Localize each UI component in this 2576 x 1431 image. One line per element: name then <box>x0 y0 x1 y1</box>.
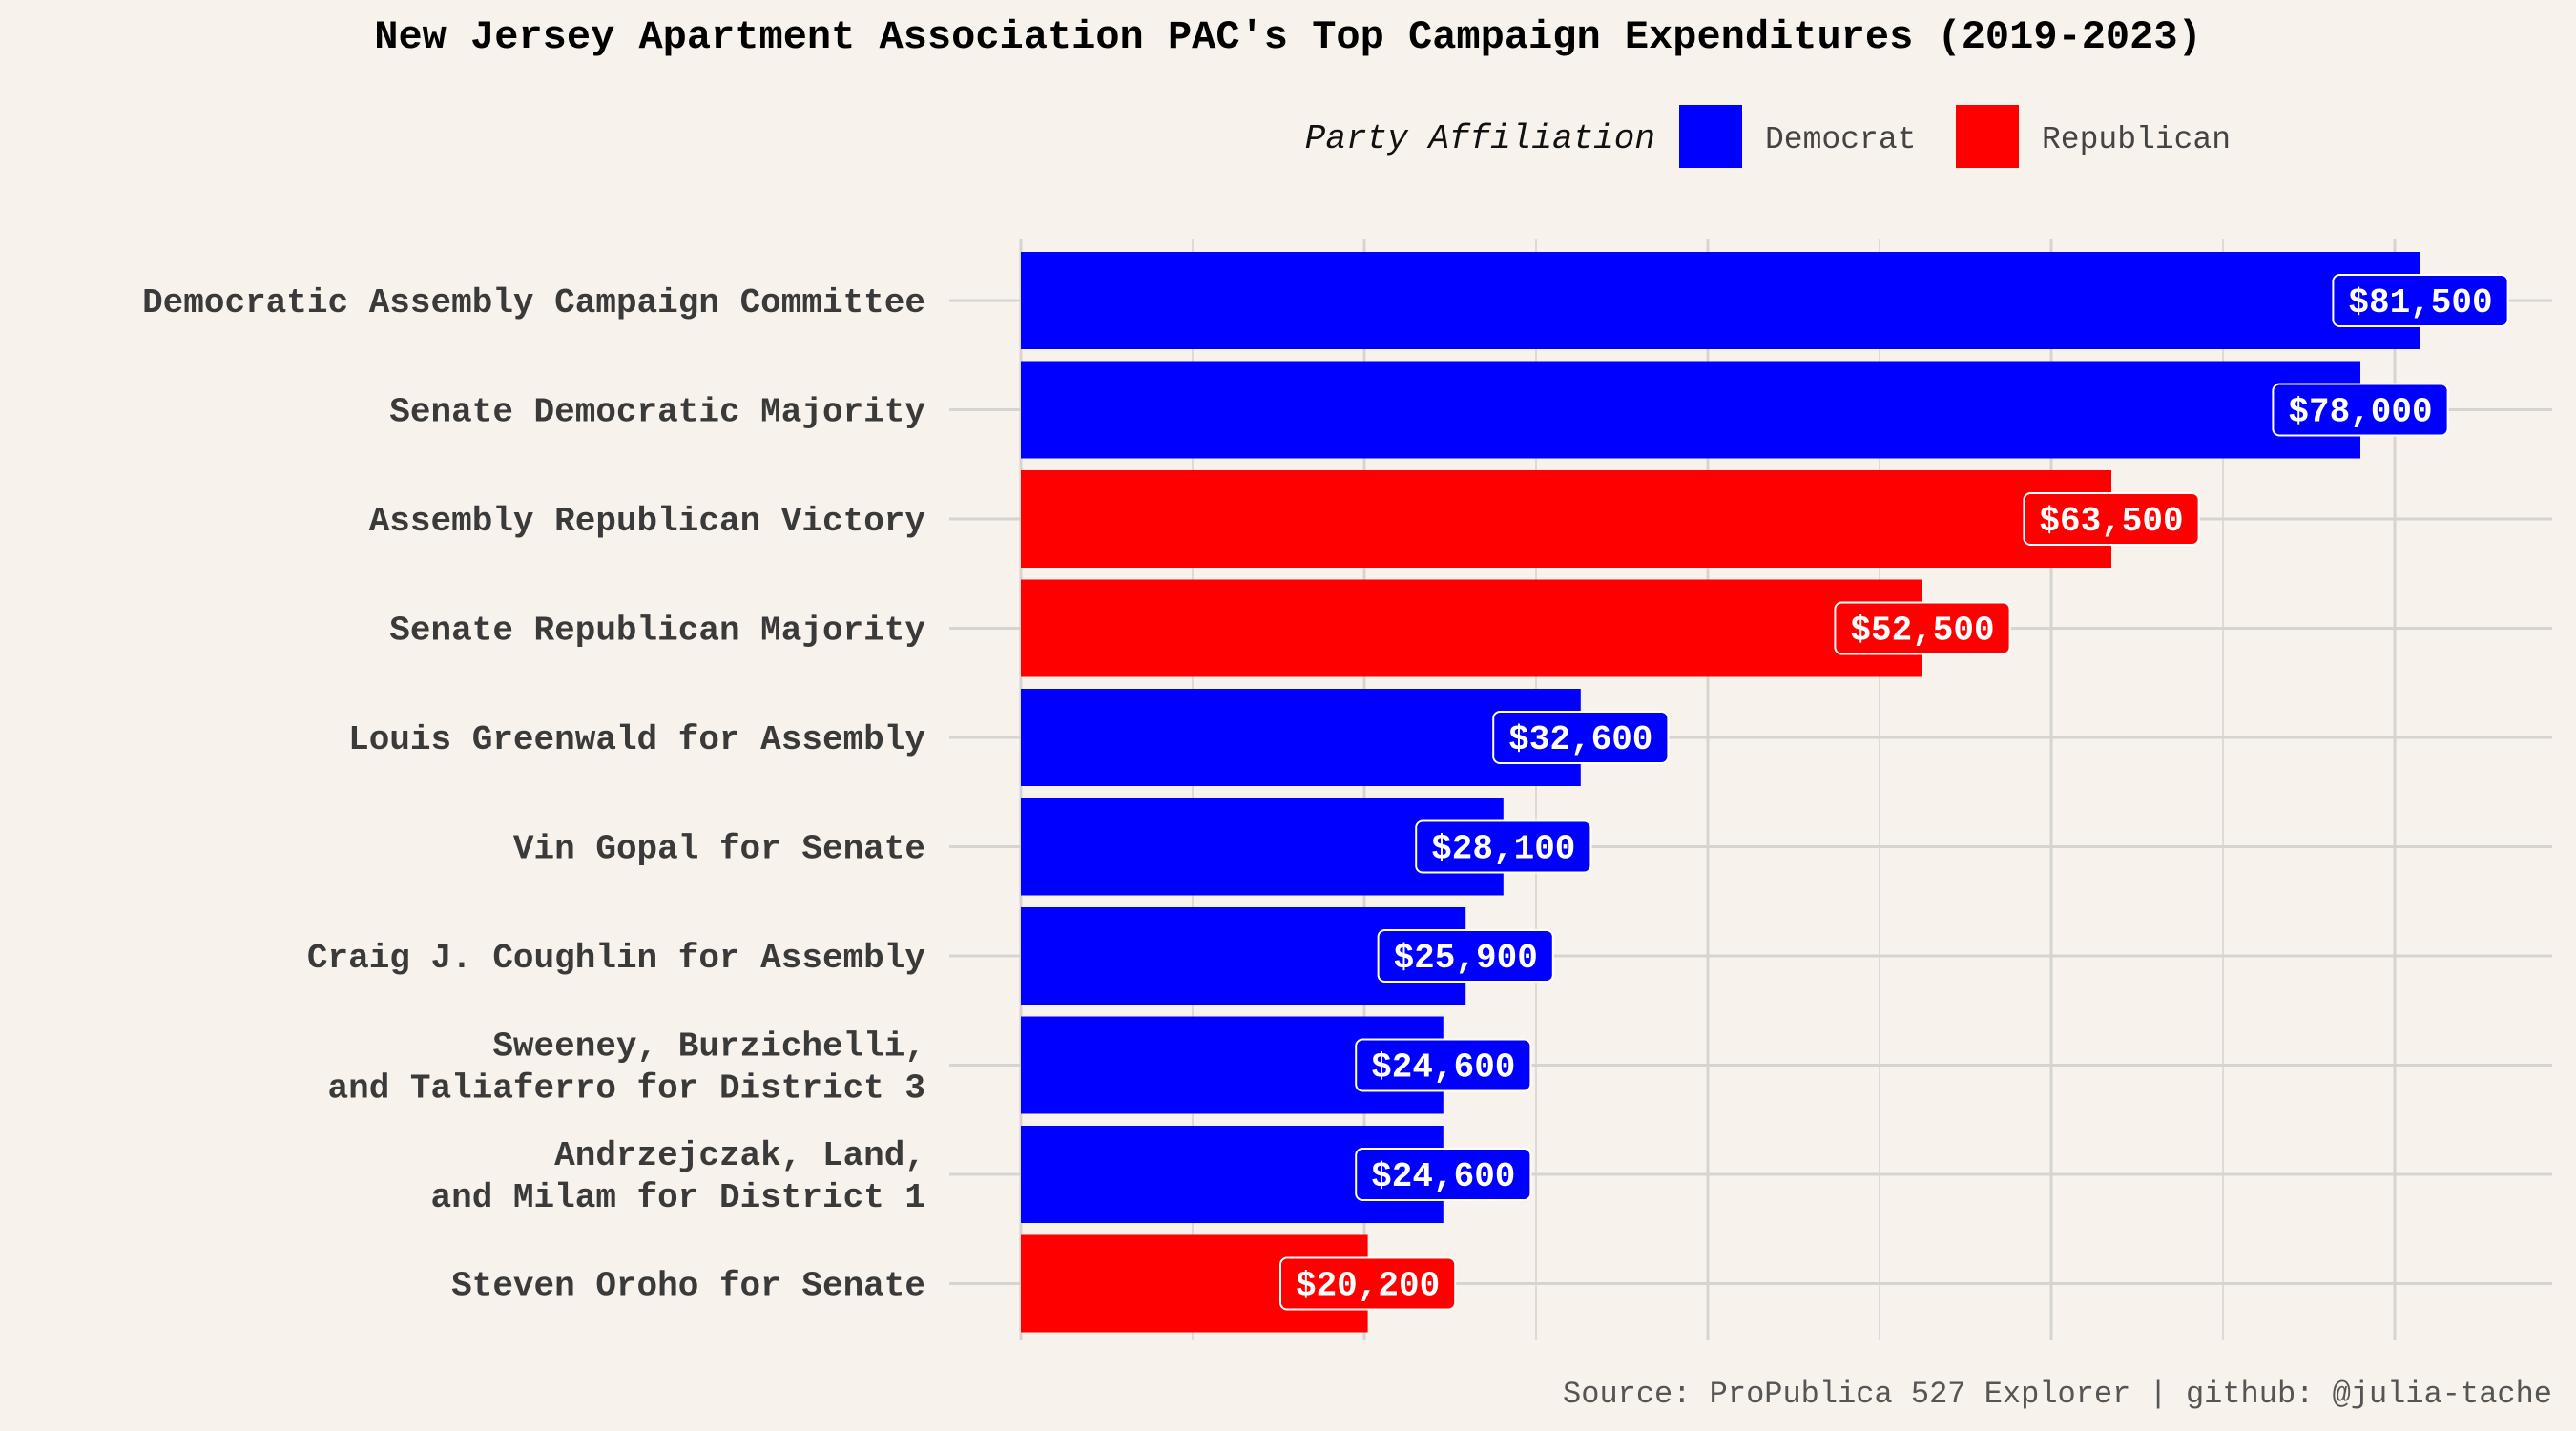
legend-swatch-democrat <box>1679 105 1742 168</box>
value-label-box <box>2272 383 2449 437</box>
category-label-line: Craig J. Coughlin for Assembly <box>307 939 925 978</box>
value-label: $78,000 <box>2272 383 2449 437</box>
legend-swatch-republican <box>1956 105 2019 168</box>
category-label: Andrzejczak, Land, and Milam for District… <box>431 1136 925 1217</box>
value-label-text: $32,600 <box>1508 720 1652 759</box>
value-label: $24,600 <box>1355 1148 1532 1201</box>
bar <box>1021 579 1922 677</box>
value-label-box <box>1834 601 2011 655</box>
value-label-box <box>1492 711 1670 764</box>
bar <box>1021 361 2360 459</box>
value-label: $25,900 <box>1377 929 1554 983</box>
value-label-text: $24,600 <box>1371 1048 1515 1088</box>
value-label-text: $63,500 <box>2039 502 2183 541</box>
category-label: Sweeney, Burzichelli, and Taliaferro for … <box>327 1027 925 1109</box>
value-label-box <box>1355 1038 1532 1092</box>
chart-title: New Jersey Apartment Association PAC's T… <box>374 14 2202 60</box>
value-label: $81,500 <box>2332 274 2509 327</box>
bar <box>1021 470 2111 568</box>
value-label-text: $52,500 <box>1850 612 1994 651</box>
value-label-text: $24,600 <box>1371 1157 1515 1196</box>
value-label: $28,100 <box>1415 819 1592 874</box>
value-labels: $81,500 $78,000 $63,500 $52,500 $32,600 $28,1… <box>1279 274 2509 1311</box>
value-label: $63,500 <box>2023 492 2200 546</box>
value-label-text: $78,000 <box>2288 393 2432 432</box>
value-label-box <box>1377 929 1554 983</box>
bar <box>1021 689 1581 786</box>
value-label-text: $81,500 <box>2348 283 2492 322</box>
value-label-text: $20,200 <box>1296 1267 1440 1306</box>
category-label-line: Vin Gopal for Senate <box>513 830 925 869</box>
value-label-text: $28,100 <box>1431 830 1575 869</box>
category-label-line: Louis Greenwald for Assembly <box>348 720 925 759</box>
category-label: Senate Democratic Majority <box>389 393 925 432</box>
value-label: $32,600 <box>1492 711 1670 764</box>
value-label-text: $25,900 <box>1394 939 1538 978</box>
value-label-box <box>1355 1148 1532 1201</box>
value-label-box <box>1415 819 1592 874</box>
category-label-line: Steven Oroho for Senate <box>451 1267 925 1306</box>
value-label: $52,500 <box>1834 601 2011 655</box>
bars <box>1021 252 2420 1333</box>
category-label-line: and Taliaferro for District 3 <box>327 1069 925 1109</box>
category-label: Louis Greenwald for Assembly <box>348 720 925 759</box>
value-label: $20,200 <box>1279 1256 1457 1311</box>
value-label-box <box>2332 274 2509 327</box>
value-label-box <box>2023 492 2200 546</box>
legend-label-democrat: Democrat <box>1765 122 1916 157</box>
value-label-box <box>1279 1256 1457 1311</box>
category-label-line: Democratic Assembly Campaign Committee <box>142 283 925 322</box>
category-label-line: Andrzejczak, Land, <box>554 1136 925 1175</box>
legend-label-republican: Republican <box>2042 122 2231 157</box>
category-label: Assembly Republican Victory <box>369 502 925 541</box>
legend-title: Party Affiliation <box>1305 119 1655 158</box>
category-label-line: Assembly Republican Victory <box>369 502 925 541</box>
category-label: Craig J. Coughlin for Assembly <box>307 939 925 978</box>
category-label-line: Senate Republican Majority <box>389 612 925 651</box>
category-label-line: Sweeney, Burzichelli, <box>492 1027 925 1067</box>
bar <box>1021 252 2420 349</box>
category-label-line: Senate Democratic Majority <box>389 393 925 432</box>
source-caption: Source: ProPublica 527 Explorer | github… <box>1563 1377 2552 1412</box>
category-label-line: and Milam for District 1 <box>431 1178 925 1217</box>
category-labels: Democratic Assembly Campaign Committee Se… <box>142 283 925 1306</box>
category-label: Democratic Assembly Campaign Committee <box>142 283 925 322</box>
legend: Party Affiliation Democrat Republican <box>1305 105 2231 168</box>
category-label: Vin Gopal for Senate <box>513 830 925 869</box>
category-label: Steven Oroho for Senate <box>451 1267 925 1306</box>
value-label: $24,600 <box>1355 1038 1532 1092</box>
category-label: Senate Republican Majority <box>389 612 925 651</box>
